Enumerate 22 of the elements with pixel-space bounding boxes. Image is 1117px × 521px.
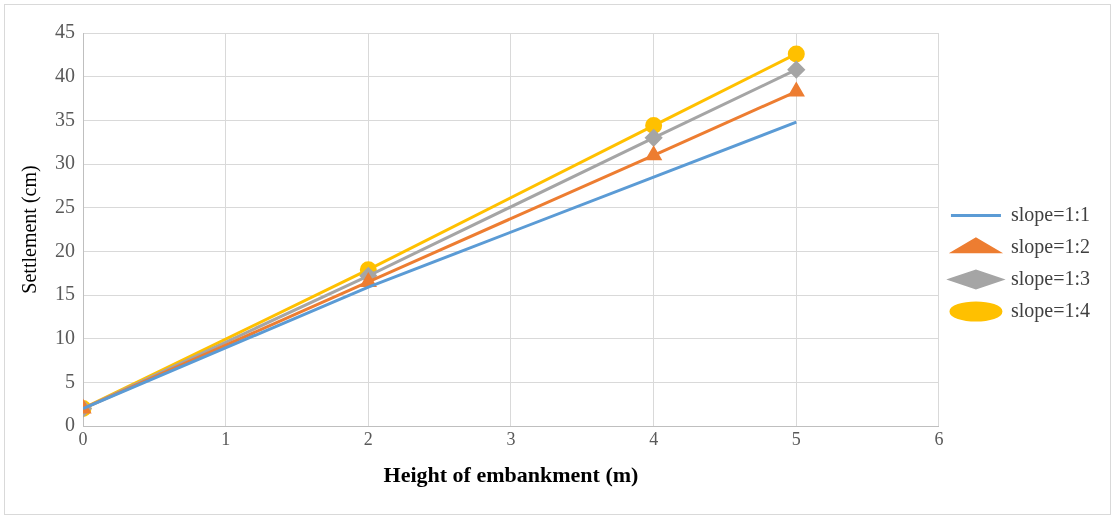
x-tick-label: 0 [78,428,88,449]
y-tick-label: 40 [55,63,75,86]
x-tick-label: 3 [506,428,516,449]
x-tick-label: 6 [934,428,944,449]
legend-label: slope=1:3 [1010,266,1091,290]
legend-label: slope=1:2 [1010,234,1091,258]
y-tick-label: 30 [55,151,75,174]
y-tick-label: 45 [55,20,75,43]
legend-label: slope=1:4 [1010,298,1091,322]
y-tick-label: 10 [55,325,75,348]
y-tick-label: 20 [55,238,75,261]
x-tick-label: 4 [649,428,659,449]
legend-label: slope=1:1 [1010,202,1091,226]
y-axis-title: Settlement (cm) [18,165,42,294]
y-tick-label: 35 [55,107,75,130]
y-tick-label: 5 [65,369,75,392]
y-tick-label: 15 [55,282,75,305]
x-tick-label: 5 [791,428,801,449]
x-tick-label: 1 [221,428,231,449]
y-tick-label: 25 [55,194,75,217]
x-tick-label: 2 [363,428,373,449]
x-axis-title: Height of embankment (m) [383,462,639,488]
